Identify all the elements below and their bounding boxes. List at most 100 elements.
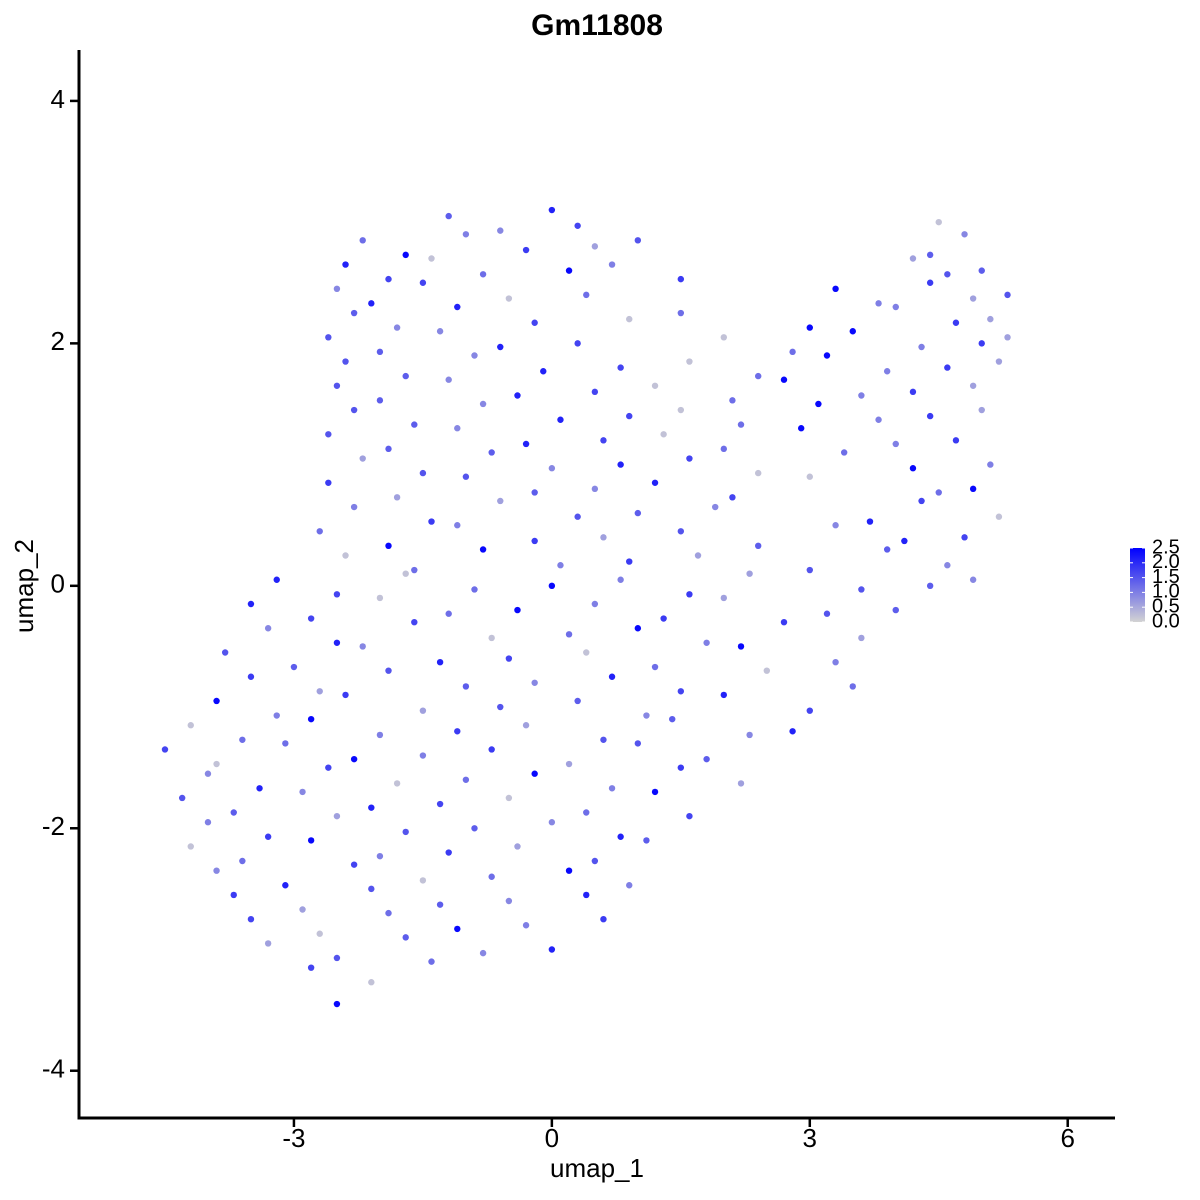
- point: [411, 421, 418, 428]
- point: [221, 649, 229, 656]
- point: [488, 449, 495, 456]
- point: [617, 364, 624, 371]
- point: [729, 494, 736, 501]
- point: [325, 431, 332, 438]
- point: [583, 649, 590, 656]
- point: [454, 303, 461, 311]
- point: [815, 400, 822, 408]
- point: [505, 794, 513, 802]
- point: [600, 534, 607, 541]
- point: [978, 340, 985, 347]
- point: [376, 397, 384, 404]
- point: [548, 819, 556, 826]
- point: [548, 946, 556, 953]
- point: [789, 348, 796, 356]
- point: [969, 576, 977, 583]
- point: [531, 770, 538, 777]
- point: [316, 528, 323, 535]
- point: [720, 691, 728, 699]
- point: [686, 812, 693, 820]
- point: [987, 461, 994, 468]
- point: [350, 503, 358, 511]
- point: [307, 837, 315, 844]
- point: [987, 315, 994, 323]
- point: [643, 712, 650, 719]
- point: [806, 707, 813, 714]
- point: [411, 566, 418, 574]
- point: [385, 667, 392, 674]
- point: [780, 618, 788, 626]
- point: [419, 469, 427, 477]
- point: [402, 828, 409, 836]
- colorbar-label: 2.0: [1152, 551, 1180, 573]
- point: [247, 915, 255, 923]
- x-tick-label: 6: [1060, 1123, 1074, 1153]
- point: [634, 740, 642, 747]
- point: [608, 261, 616, 268]
- point: [273, 712, 280, 719]
- point: [961, 534, 968, 541]
- point: [436, 800, 444, 808]
- y-axis-label: umap_2: [9, 539, 39, 633]
- point: [540, 368, 547, 375]
- point: [918, 497, 925, 505]
- point: [376, 852, 384, 860]
- colorbar-label: 1.5: [1152, 566, 1180, 588]
- point: [505, 897, 513, 905]
- point: [402, 372, 409, 380]
- colorbar-label: 2.5: [1152, 536, 1180, 558]
- point: [307, 615, 315, 622]
- point: [213, 867, 220, 874]
- point: [677, 688, 685, 695]
- point: [428, 958, 435, 965]
- point: [505, 295, 513, 302]
- point: [368, 979, 375, 986]
- point: [858, 634, 865, 642]
- point: [393, 324, 401, 331]
- point: [247, 673, 255, 680]
- point: [522, 440, 530, 448]
- point: [935, 489, 942, 496]
- point: [634, 625, 642, 632]
- point: [720, 445, 728, 453]
- point: [565, 267, 573, 274]
- point: [729, 397, 736, 404]
- colorbar-label: 0.0: [1152, 610, 1180, 632]
- point: [385, 542, 392, 550]
- point: [686, 455, 693, 462]
- point: [290, 663, 298, 671]
- point: [626, 558, 633, 565]
- point: [316, 930, 323, 937]
- point: [944, 271, 951, 278]
- point: [325, 334, 332, 341]
- point: [651, 479, 659, 486]
- point: [600, 736, 607, 743]
- point: [617, 461, 624, 468]
- point: [488, 746, 495, 753]
- point: [213, 760, 220, 768]
- point: [256, 785, 263, 792]
- point: [342, 358, 349, 365]
- point: [677, 406, 685, 414]
- point: [462, 473, 470, 480]
- x-tick-label: -3: [282, 1123, 305, 1153]
- point: [333, 639, 341, 646]
- point: [187, 843, 194, 850]
- point: [626, 315, 633, 323]
- point: [583, 809, 590, 816]
- point: [806, 473, 813, 480]
- point: [264, 940, 272, 947]
- point: [565, 867, 573, 874]
- point: [1004, 291, 1011, 299]
- point: [626, 882, 633, 889]
- point: [995, 513, 1003, 520]
- point: [651, 382, 659, 389]
- point: [531, 319, 538, 326]
- point: [282, 740, 289, 747]
- y-tick-label: 4: [51, 84, 65, 114]
- point: [969, 295, 977, 302]
- point: [995, 358, 1003, 365]
- point: [780, 376, 788, 383]
- point: [436, 328, 444, 335]
